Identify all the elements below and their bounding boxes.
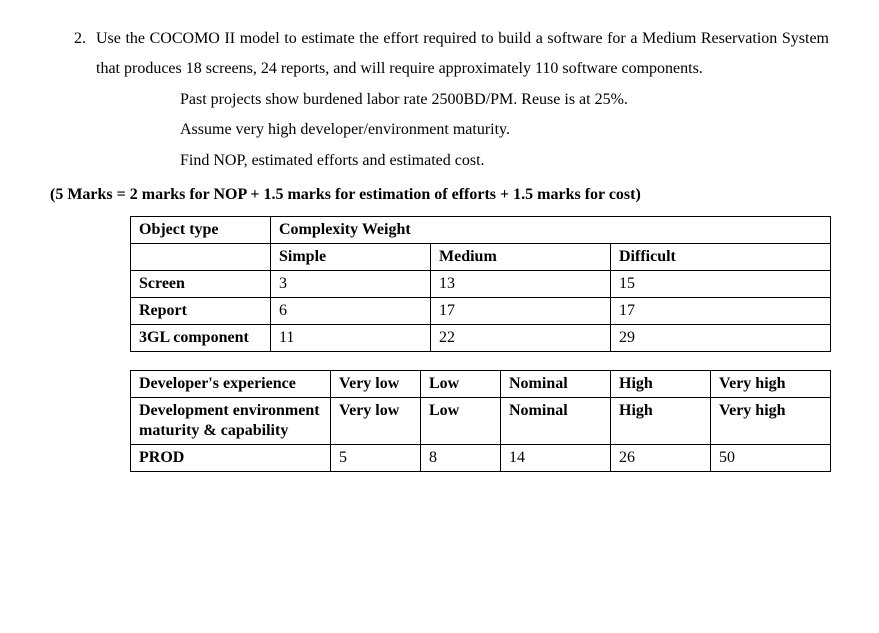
marks-allocation: (5 Marks = 2 marks for NOP + 1.5 marks f… (50, 180, 829, 210)
table-row: Simple Medium Difficult (131, 244, 831, 271)
cell-value: 11 (271, 325, 431, 352)
task-line: Find NOP, estimated efforts and estimate… (180, 146, 829, 176)
header-difficult: Difficult (611, 244, 831, 271)
cell-header: Nominal (501, 371, 611, 398)
table-row: Object type Complexity Weight (131, 217, 831, 244)
cell-header: Nominal (501, 398, 611, 445)
row-label: Developer's experience (131, 371, 331, 398)
complexity-weight-table: Object type Complexity Weight Simple Med… (130, 216, 831, 352)
table-row: Developer's experience Very low Low Nomi… (131, 371, 831, 398)
row-label: Development environment maturity & capab… (131, 398, 331, 445)
cell-value: 5 (331, 445, 421, 472)
cell-value: 15 (611, 271, 831, 298)
cell-header: Very low (331, 398, 421, 445)
cell-value: 8 (421, 445, 501, 472)
row-label: Report (131, 298, 271, 325)
table-row: Screen 3 13 15 (131, 271, 831, 298)
cell-header: High (611, 398, 711, 445)
cell-value: 6 (271, 298, 431, 325)
header-complexity-weight: Complexity Weight (271, 217, 831, 244)
cell-header: Low (421, 371, 501, 398)
row-label: 3GL component (131, 325, 271, 352)
cell-header: High (611, 371, 711, 398)
row-label: Screen (131, 271, 271, 298)
empty-cell (131, 244, 271, 271)
productivity-table: Developer's experience Very low Low Nomi… (130, 370, 831, 472)
cell-value: 17 (611, 298, 831, 325)
question-block: 2. Use the COCOMO II model to estimate t… (50, 24, 829, 85)
cell-value: 14 (501, 445, 611, 472)
cell-header: Very high (711, 371, 831, 398)
header-medium: Medium (431, 244, 611, 271)
row-label: PROD (131, 445, 331, 472)
cell-header: Very high (711, 398, 831, 445)
question-number: 2. (50, 24, 96, 85)
cell-value: 22 (431, 325, 611, 352)
cell-value: 13 (431, 271, 611, 298)
table-row: PROD 5 8 14 26 50 (131, 445, 831, 472)
cell-value: 3 (271, 271, 431, 298)
cell-value: 29 (611, 325, 831, 352)
assumption-line-1: Past projects show burdened labor rate 2… (180, 85, 829, 115)
table-row: Development environment maturity & capab… (131, 398, 831, 445)
cell-header: Very low (331, 371, 421, 398)
table-row: 3GL component 11 22 29 (131, 325, 831, 352)
table-row: Report 6 17 17 (131, 298, 831, 325)
header-simple: Simple (271, 244, 431, 271)
cell-value: 17 (431, 298, 611, 325)
header-object-type: Object type (131, 217, 271, 244)
assumption-line-2: Assume very high developer/environment m… (180, 115, 829, 145)
cell-value: 26 (611, 445, 711, 472)
cell-header: Low (421, 398, 501, 445)
cell-value: 50 (711, 445, 831, 472)
question-text: Use the COCOMO II model to estimate the … (96, 24, 829, 85)
document-page: 2. Use the COCOMO II model to estimate t… (0, 0, 879, 633)
